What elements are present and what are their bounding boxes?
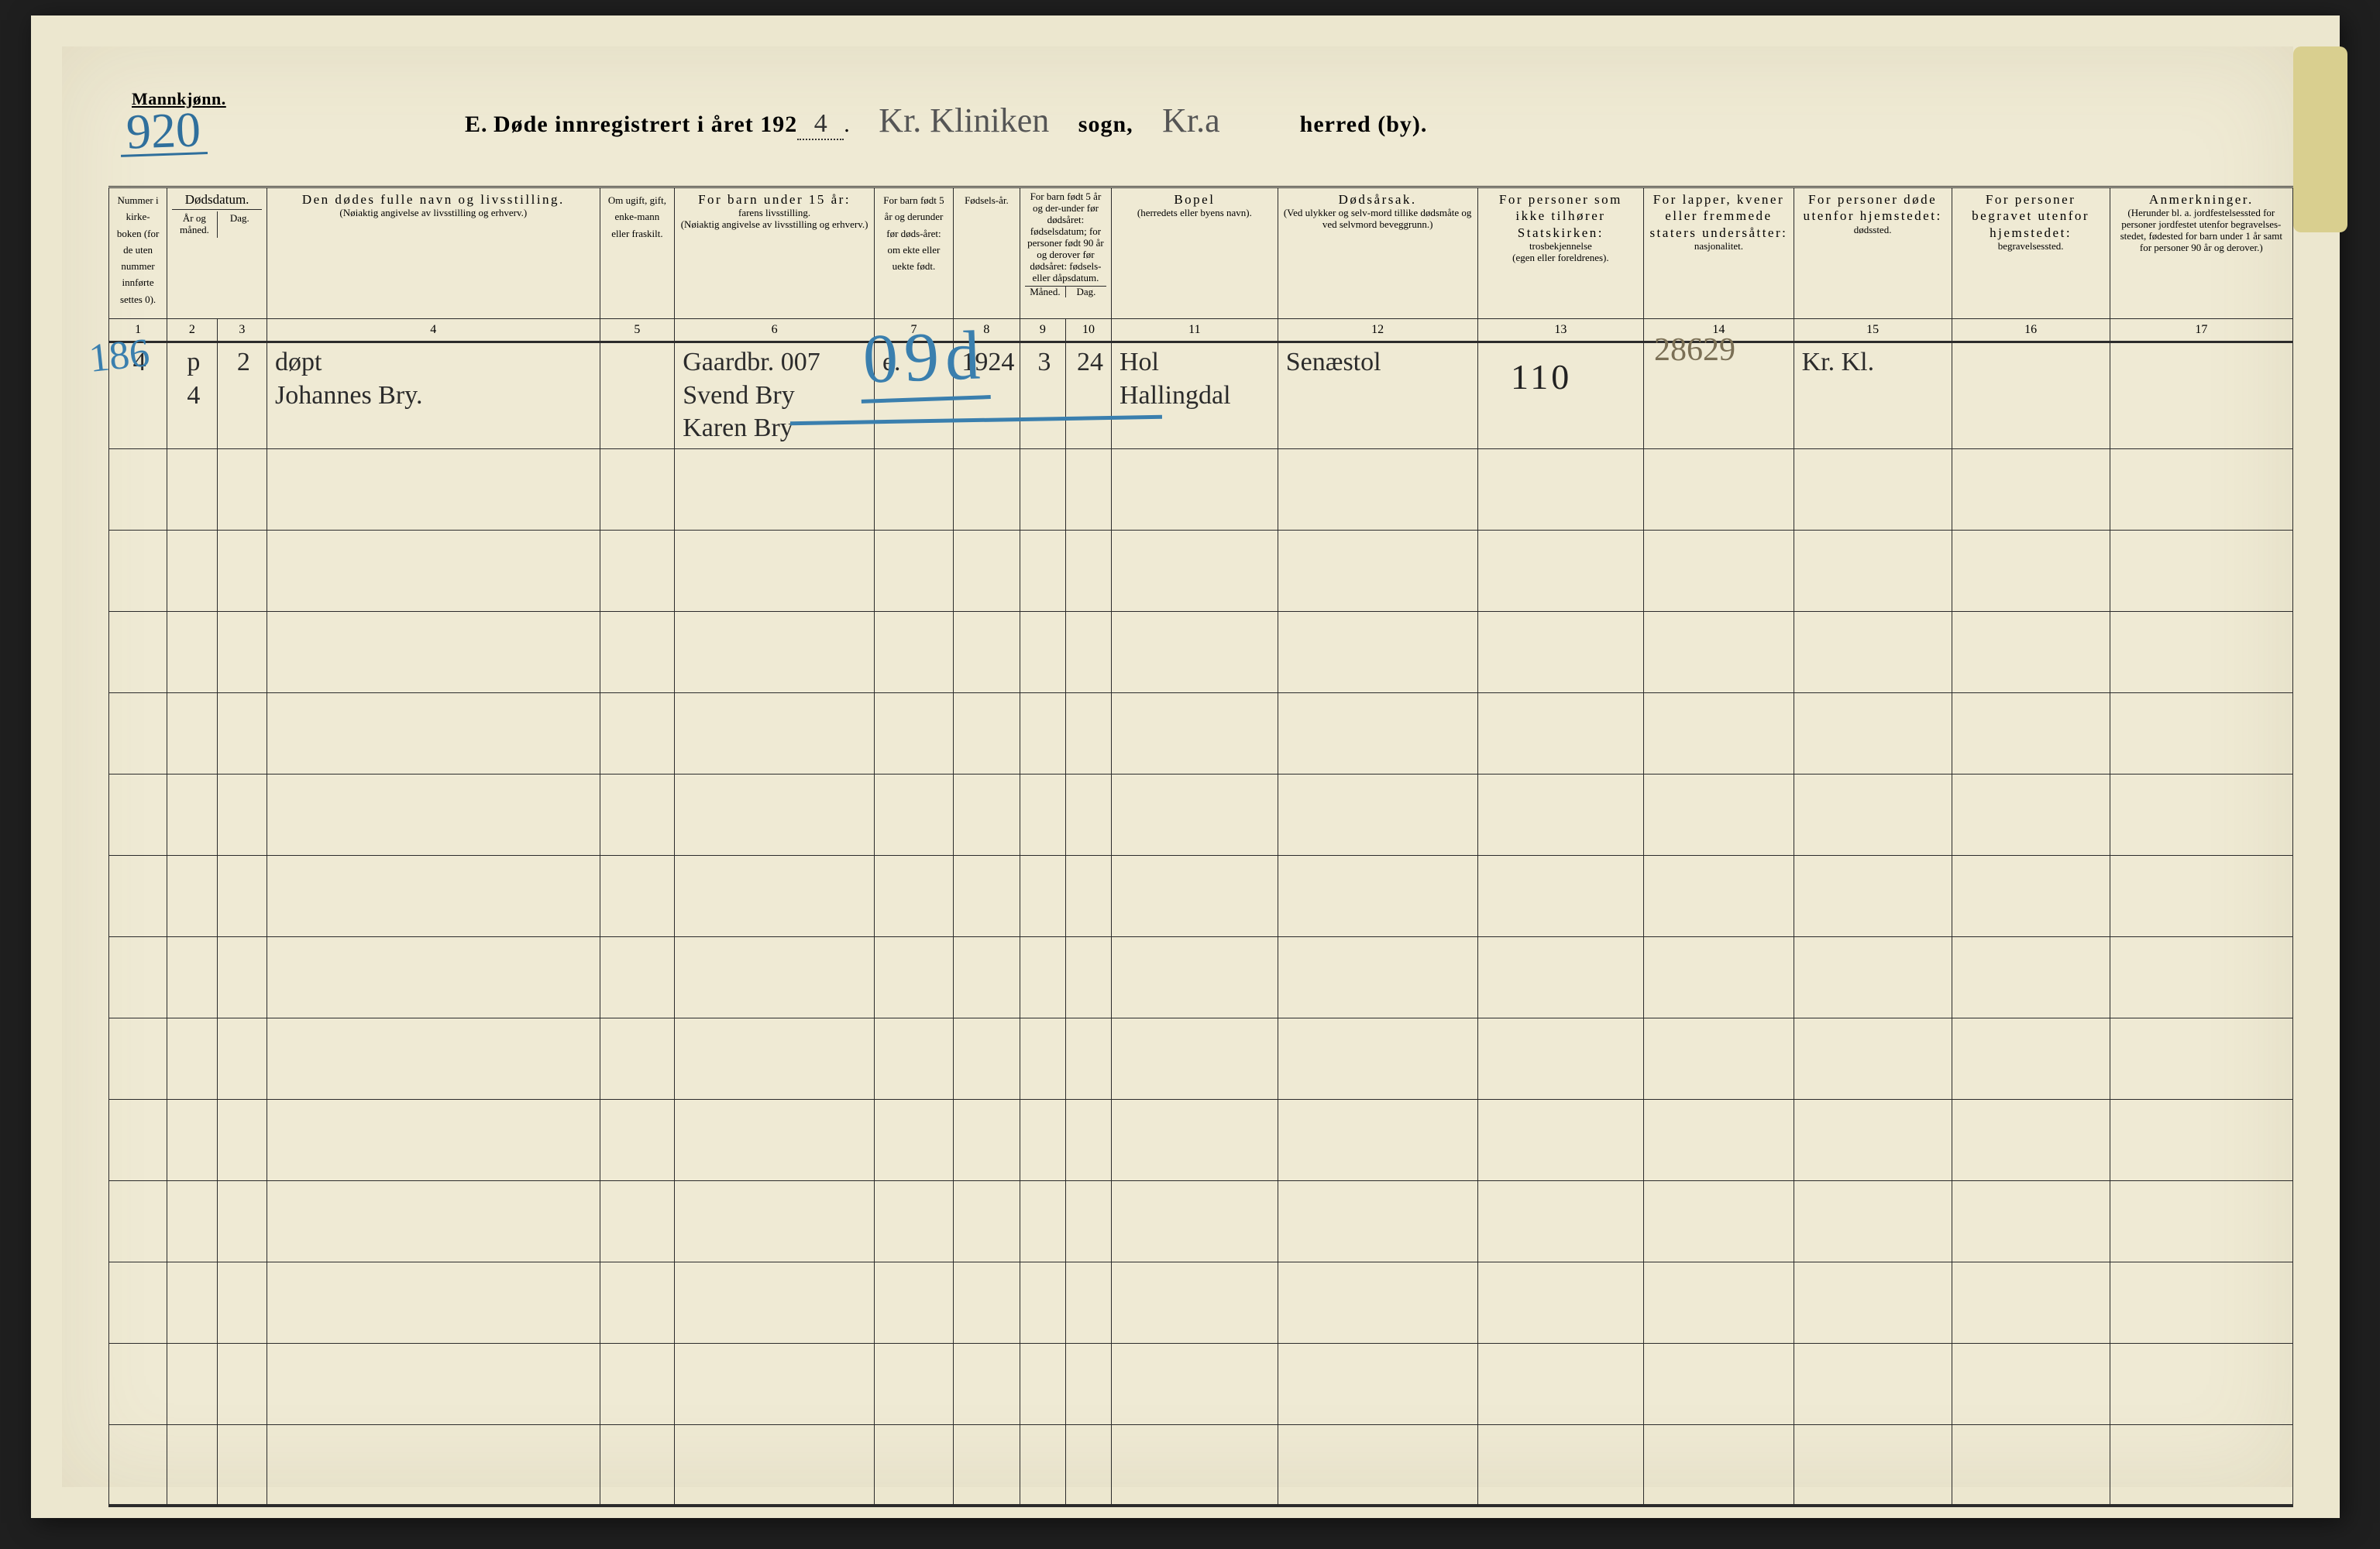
col-number-15: 15: [1794, 319, 1952, 342]
cell-col5: [600, 342, 675, 449]
title-row: E. Døde innregistrert i året 1924. Kr. K…: [465, 101, 2247, 155]
cell-col12: Senæstol: [1278, 342, 1477, 449]
col-number-4: 4: [267, 319, 600, 342]
sogn-label: sogn,: [1078, 112, 1133, 137]
col-number-13: 13: [1477, 319, 1644, 342]
col-number-7: 7: [874, 319, 953, 342]
col-number-14: 14: [1644, 319, 1794, 342]
col-header-11: Bopel(herredets eller byens navn).: [1112, 187, 1278, 319]
col-header-1: Nummer i kirke-boken (for de uten nummer…: [109, 187, 167, 319]
col-number-8: 8: [953, 319, 1020, 342]
col-number-2: 2: [167, 319, 217, 342]
page-number-pencil: 920: [119, 107, 208, 156]
col-header-16: For personer begravet utenfor hjemstedet…: [1952, 187, 2110, 319]
sogn-handwritten: Kr. Kliniken: [855, 101, 1072, 140]
blank-row: [109, 1343, 2293, 1424]
blank-row: [109, 448, 2293, 530]
col-number-3: 3: [217, 319, 267, 342]
col-number-17: 17: [2110, 319, 2292, 342]
blank-row: [109, 855, 2293, 936]
col-header-7: For barn født 5 år og derunder før døds-…: [874, 187, 953, 319]
cell-col9: 3: [1020, 342, 1065, 449]
title-prefix: E.: [465, 112, 488, 137]
col-header-14: For lapper, kvener eller fremmede stater…: [1644, 187, 1794, 319]
blank-row: [109, 1424, 2293, 1506]
col-header-5: Om ugift, gift, enke-mann eller fraskilt…: [600, 187, 675, 319]
cell-col8: 1924: [953, 342, 1020, 449]
cell-col17: [2110, 342, 2292, 449]
col-header-9: For barn født 5 år og der-under før døds…: [1020, 187, 1111, 319]
year-suffix: 4: [797, 109, 844, 140]
col-header-8: Fødsels-år.: [953, 187, 1020, 319]
blank-row: [109, 1180, 2293, 1262]
col-header-15: For personer døde utenfor hjemstedet:død…: [1794, 187, 1952, 319]
col-number-9: 9: [1020, 319, 1065, 342]
outer-page: Mannkjønn. 920 E. Døde innregistrert i å…: [31, 15, 2340, 1518]
col-number-10: 10: [1065, 319, 1111, 342]
col-number-6: 6: [675, 319, 875, 342]
col-header-2: Dødsdatum.År og måned.Dag.: [167, 187, 267, 319]
cell-col4: døptJohannes Bry.: [267, 342, 600, 449]
ledger-page: Mannkjønn. 920 E. Døde innregistrert i å…: [62, 46, 2293, 1487]
blank-row: [109, 692, 2293, 774]
cell-col15: Kr. Kl.: [1794, 342, 1952, 449]
col-header-12: Dødsårsak.(Ved ulykker og selv-mord till…: [1278, 187, 1477, 319]
cell-col10: 24: [1065, 342, 1111, 449]
herred-label: herred (by).: [1300, 112, 1428, 137]
cell-col1: 4: [109, 342, 167, 449]
cell-col14: [1644, 342, 1794, 449]
blank-row: [109, 611, 2293, 692]
col-header-17: Anmerkninger.(Herunder bl. a. jordfestel…: [2110, 187, 2292, 319]
cell-col13: [1477, 342, 1644, 449]
cell-col3: 2: [217, 342, 267, 449]
cell-col16: [1952, 342, 2110, 449]
register-table: Nummer i kirke-boken (for de uten nummer…: [108, 186, 2293, 1507]
title-text: Døde innregistrert i året 192: [494, 112, 797, 137]
col-number-1: 1: [109, 319, 167, 342]
col-number-5: 5: [600, 319, 675, 342]
col-number-11: 11: [1112, 319, 1278, 342]
col-number-16: 16: [1952, 319, 2110, 342]
col-header-4: Den dødes fulle navn og livsstilling.(Nø…: [267, 187, 600, 319]
blank-row: [109, 774, 2293, 855]
cell-col6: Gaardbr. 007Svend BryKaren Bry: [675, 342, 875, 449]
photo-frame: Mannkjønn. 920 E. Døde innregistrert i å…: [0, 0, 2380, 1549]
binding-tab: [2293, 46, 2347, 232]
col-header-6: For barn under 15 år:farens livsstilling…: [675, 187, 875, 319]
cell-col11: HolHallingdal: [1112, 342, 1278, 449]
cell-col7: e.: [874, 342, 953, 449]
table-row: 4p42døptJohannes Bry. Gaardbr. 007Svend B…: [109, 342, 2293, 449]
cell-col2: p4: [167, 342, 217, 449]
col-header-13: For personer som ikke tilhører Statskirk…: [1477, 187, 1644, 319]
blank-row: [109, 530, 2293, 611]
herred-handwritten: Kr.a: [1139, 101, 1294, 140]
col-number-12: 12: [1278, 319, 1477, 342]
blank-row: [109, 936, 2293, 1018]
blank-row: [109, 1099, 2293, 1180]
blank-row: [109, 1018, 2293, 1099]
blank-row: [109, 1262, 2293, 1343]
